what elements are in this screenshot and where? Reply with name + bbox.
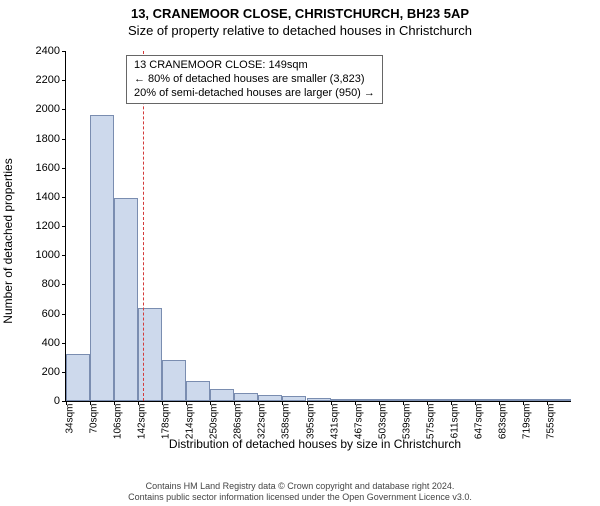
xtick-label: 431sqm — [329, 404, 340, 440]
ytick-mark — [62, 226, 66, 227]
x-axis-label: Distribution of detached houses by size … — [169, 437, 461, 451]
xtick-label: 611sqm — [449, 404, 460, 439]
histogram-bar — [114, 198, 138, 401]
histogram-bar — [379, 399, 403, 401]
annot-line1: 13 CRANEMOOR CLOSE: 149sqm — [134, 59, 375, 73]
ytick-label: 2400 — [26, 45, 60, 57]
ytick-mark — [62, 80, 66, 81]
histogram-bar — [138, 308, 162, 401]
ytick-label: 1600 — [26, 162, 60, 174]
ytick-mark — [62, 109, 66, 110]
footer-line1: Contains HM Land Registry data © Crown c… — [128, 481, 472, 491]
annot-line2: ← 80% of detached houses are smaller (3,… — [134, 73, 375, 87]
ytick-label: 1800 — [26, 133, 60, 145]
ytick-mark — [62, 51, 66, 52]
xtick-label: 106sqm — [113, 404, 124, 440]
histogram-bar — [234, 393, 258, 401]
y-axis-label: Number of detached properties — [1, 158, 15, 323]
histogram-bar — [355, 399, 379, 401]
ytick-mark — [62, 255, 66, 256]
ytick-label: 200 — [26, 366, 60, 378]
histogram-bar — [451, 399, 475, 401]
chart-container: Number of detached properties 0200400600… — [50, 51, 580, 431]
xtick-label: 467sqm — [353, 404, 364, 440]
histogram-bar — [210, 389, 234, 401]
histogram-bar — [90, 115, 114, 401]
histogram-bar — [475, 399, 499, 401]
histogram-bar — [258, 395, 282, 401]
xtick-label: 142sqm — [137, 404, 148, 440]
xtick-label: 178sqm — [161, 404, 172, 440]
xtick-label: 358sqm — [281, 404, 292, 440]
xtick-label: 214sqm — [185, 404, 196, 440]
ytick-label: 0 — [26, 395, 60, 407]
xtick-label: 503sqm — [377, 404, 388, 440]
xtick-label: 683sqm — [497, 404, 508, 440]
xtick-label: 755sqm — [545, 404, 556, 440]
xtick-label: 575sqm — [425, 404, 436, 440]
xtick-label: 647sqm — [473, 404, 484, 440]
footer-attribution: Contains HM Land Registry data © Crown c… — [128, 481, 472, 502]
histogram-bar — [403, 399, 427, 401]
histogram-bar — [66, 354, 90, 401]
ytick-mark — [62, 197, 66, 198]
ytick-label: 1200 — [26, 220, 60, 232]
histogram-bar — [282, 396, 306, 401]
ytick-mark — [62, 139, 66, 140]
xtick-label: 286sqm — [233, 404, 244, 440]
ytick-label: 2200 — [26, 74, 60, 86]
ytick-mark — [62, 343, 66, 344]
ytick-label: 800 — [26, 278, 60, 290]
ytick-label: 2000 — [26, 103, 60, 115]
histogram-bar — [427, 399, 451, 401]
histogram-bar — [547, 399, 571, 401]
annotation-box: 13 CRANEMOOR CLOSE: 149sqm ← 80% of deta… — [126, 55, 383, 104]
histogram-bar — [186, 381, 210, 401]
histogram-bar — [162, 360, 186, 401]
histogram-bar — [523, 399, 547, 401]
histogram-bar — [307, 398, 331, 401]
ytick-label: 400 — [26, 337, 60, 349]
xtick-label: 539sqm — [401, 404, 412, 440]
ytick-label: 1000 — [26, 249, 60, 261]
xtick-label: 250sqm — [209, 404, 220, 440]
ytick-label: 600 — [26, 308, 60, 320]
xtick-label: 70sqm — [89, 404, 100, 434]
annot-line3: 20% of semi-detached houses are larger (… — [134, 87, 375, 101]
page-title: 13, CRANEMOOR CLOSE, CHRISTCHURCH, BH23 … — [0, 6, 600, 21]
plot-area: 0200400600800100012001400160018002000220… — [65, 51, 571, 402]
xtick-label: 322sqm — [257, 404, 268, 440]
ytick-label: 1400 — [26, 191, 60, 203]
histogram-bar — [499, 399, 523, 401]
ytick-mark — [62, 168, 66, 169]
ytick-mark — [62, 284, 66, 285]
page-subtitle: Size of property relative to detached ho… — [0, 23, 600, 38]
histogram-bar — [331, 399, 355, 401]
xtick-label: 34sqm — [65, 404, 76, 434]
xtick-label: 719sqm — [521, 404, 532, 440]
ytick-mark — [62, 314, 66, 315]
xtick-label: 395sqm — [305, 404, 316, 440]
footer-line2: Contains public sector information licen… — [128, 492, 472, 502]
